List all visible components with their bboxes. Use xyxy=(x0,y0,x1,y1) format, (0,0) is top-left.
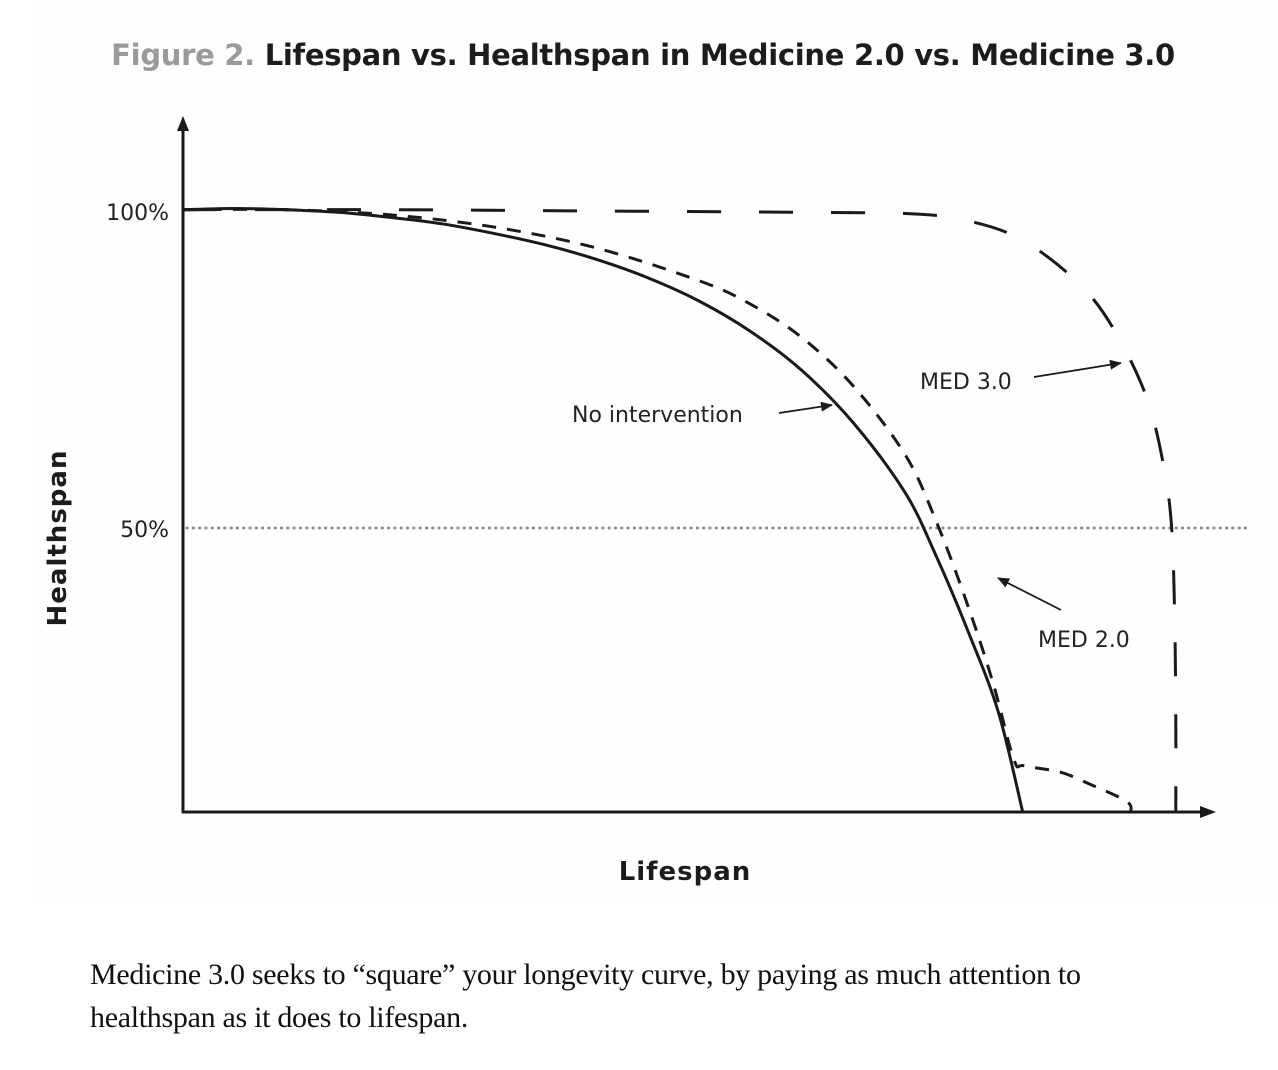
annotation-arrow-med-3 xyxy=(1033,359,1122,378)
annotation-arrow-no-intervention xyxy=(778,401,833,414)
figure-number: Figure 2. xyxy=(111,38,255,72)
annotation-no-intervention: No intervention xyxy=(572,403,743,428)
annotation-med-3: MED 3.0 xyxy=(920,370,1012,395)
y-tick-label: 100% xyxy=(106,201,169,226)
y-axis-arrow-icon xyxy=(177,116,189,131)
x-axis-arrow-icon xyxy=(1200,806,1216,818)
series-med-3-line xyxy=(182,208,1178,814)
figure-title-text: Lifespan vs. Healthspan in Medicine 2.0 … xyxy=(264,38,1175,72)
annotation-arrow-med-2 xyxy=(997,577,1062,611)
series-med-2-line xyxy=(182,207,1133,814)
y-tick-label: 50% xyxy=(120,518,169,543)
x-axis-label: Lifespan xyxy=(619,857,752,887)
y-axis-label: Healthspan xyxy=(43,450,73,627)
figure-caption: Medicine 3.0 seeks to “square” your long… xyxy=(90,958,1081,1034)
annotation-med-2: MED 2.0 xyxy=(1038,628,1130,653)
figure-title: Figure 2. Lifespan vs. Healthspan in Med… xyxy=(0,38,1278,72)
series-no-intervention-line xyxy=(182,206,1025,814)
chart-panel xyxy=(30,0,1278,905)
